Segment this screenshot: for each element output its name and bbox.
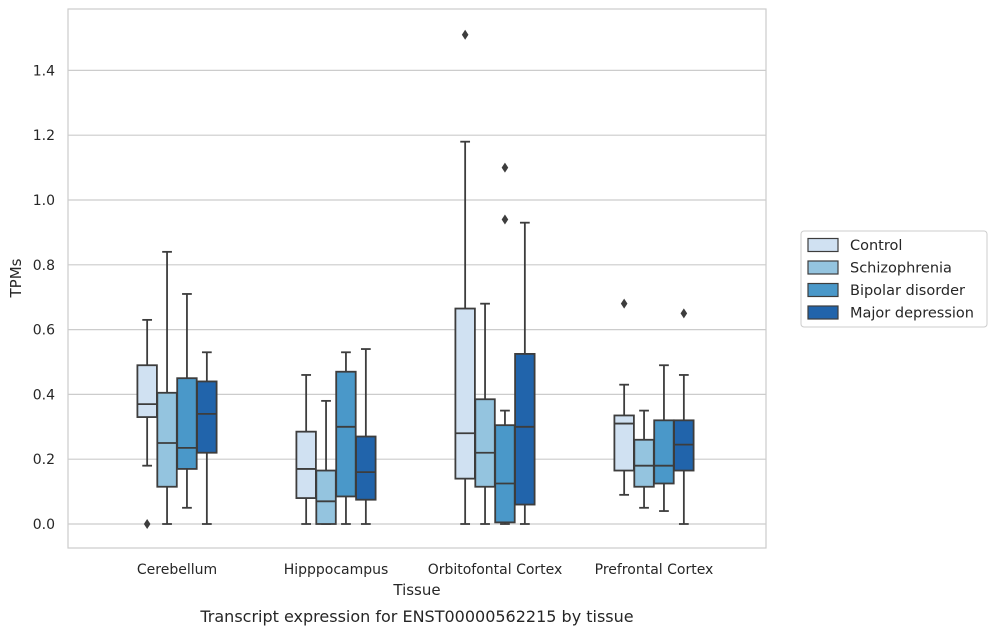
legend-label: Schizophrenia xyxy=(850,261,952,277)
outlier-point xyxy=(620,298,628,309)
y-tick-label: 0.2 xyxy=(33,452,55,468)
y-tick-label: 0.0 xyxy=(33,517,55,533)
x-tick-label: Prefrontal Cortex xyxy=(595,562,714,578)
box-major-depression xyxy=(196,351,218,525)
x-tick-label: Orbitofontal Cortex xyxy=(428,562,563,578)
x-tick-label: Cerebellum xyxy=(137,562,217,578)
outlier-point xyxy=(501,162,509,173)
x-axis-label: Tissue xyxy=(392,581,440,599)
legend-frame xyxy=(800,230,988,328)
outlier-point xyxy=(680,308,688,319)
y-tick-label: 1.0 xyxy=(33,193,55,209)
box-control xyxy=(295,374,317,525)
legend-swatch xyxy=(807,237,839,253)
box-control xyxy=(454,29,476,525)
box-iqr xyxy=(355,435,377,501)
x-tick-labels: Cerebellum Hipppocampus Orbitofontal Corte… xyxy=(137,562,713,578)
box-iqr xyxy=(653,419,675,485)
legend-swatch xyxy=(807,282,839,298)
legend-label: Bipolar disorder xyxy=(850,283,965,299)
box-iqr xyxy=(514,352,536,506)
box-iqr xyxy=(295,430,317,499)
box-iqr xyxy=(454,307,476,480)
chart-caption: Transcript expression for ENST0000056221… xyxy=(199,607,633,626)
legend-label: Control xyxy=(850,238,902,254)
y-tick-label: 1.4 xyxy=(33,63,55,79)
plot-frame xyxy=(67,8,767,549)
box-iqr xyxy=(335,370,357,498)
box-iqr xyxy=(494,424,516,524)
box-schizophrenia xyxy=(474,302,496,525)
outlier-point xyxy=(461,29,469,40)
y-tick-label: 0.4 xyxy=(33,387,55,403)
legend-swatch xyxy=(807,305,839,320)
y-tick-label: 0.6 xyxy=(33,323,55,339)
box-iqr xyxy=(633,438,655,488)
box-bipolar-disorder xyxy=(494,162,516,525)
box-iqr xyxy=(315,469,337,525)
legend-swatch xyxy=(807,260,839,275)
box-iqr xyxy=(176,377,198,470)
y-tick-label: 1.2 xyxy=(33,128,55,144)
box-iqr xyxy=(156,391,178,488)
box-schizophrenia xyxy=(156,250,178,525)
y-axis-label: TPMs xyxy=(7,258,25,298)
legend: Control Schizophrenia Bipolar disorder Majo… xyxy=(800,230,988,328)
y-tick-labels: 0.0 0.2 0.4 0.6 0.8 1.0 1.2 1.4 xyxy=(33,63,55,533)
box-major-depression xyxy=(355,348,377,525)
box-iqr xyxy=(196,380,218,454)
outlier-point xyxy=(501,214,509,225)
x-tick-label: Hipppocampus xyxy=(284,562,389,578)
outlier-point xyxy=(143,519,151,529)
box-major-depression xyxy=(673,308,695,525)
box-iqr xyxy=(136,364,158,418)
boxes xyxy=(136,29,695,529)
box-major-depression xyxy=(514,221,536,525)
legend-label: Major depression xyxy=(850,306,974,322)
box-control xyxy=(136,318,158,529)
y-tick-label: 0.8 xyxy=(33,258,55,274)
box-iqr xyxy=(474,398,496,488)
box-bipolar-disorder xyxy=(335,351,357,525)
box-schizophrenia xyxy=(633,409,655,509)
